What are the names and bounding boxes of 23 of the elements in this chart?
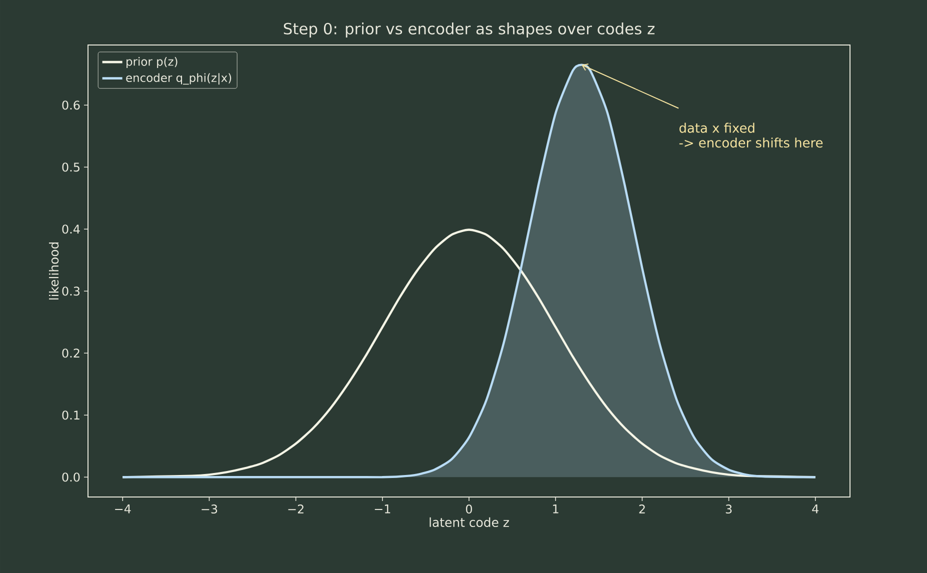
y-tick-label: 0.5 (62, 162, 80, 172)
x-tick-label: 0 (466, 504, 472, 514)
legend-label: prior p(z) (126, 56, 178, 68)
annotation: data x fixed (679, 122, 754, 133)
y-tick-label: 0.3 (62, 286, 80, 296)
y-tick-label: 0.0 (62, 472, 80, 482)
x-tick-label: 3 (726, 504, 732, 514)
x-tick-label: 1 (553, 504, 558, 514)
x-tick-label: −2 (288, 504, 304, 514)
x-tick-label: 2 (639, 504, 645, 514)
y-tick-label: 0.2 (62, 348, 80, 358)
x-axis-title: latent code z (430, 517, 509, 528)
x-tick-label: 4 (812, 504, 819, 514)
y-tick-label: 0.6 (62, 100, 80, 110)
y-axis-title: likelihood (48, 242, 59, 300)
x-tick-label: −4 (115, 504, 131, 514)
chart-title: Step 0: prior vs encoder as shapes over codes z (284, 22, 654, 38)
y-tick-label: 0.1 (62, 410, 80, 420)
x-tick-label: −1 (374, 504, 390, 514)
annotation: -> encoder shifts here (679, 138, 823, 148)
y-tick-label: 0.4 (62, 224, 80, 234)
x-tick-label: −3 (202, 504, 218, 514)
legend-label: encoder q_phi(z|x) (126, 73, 232, 85)
